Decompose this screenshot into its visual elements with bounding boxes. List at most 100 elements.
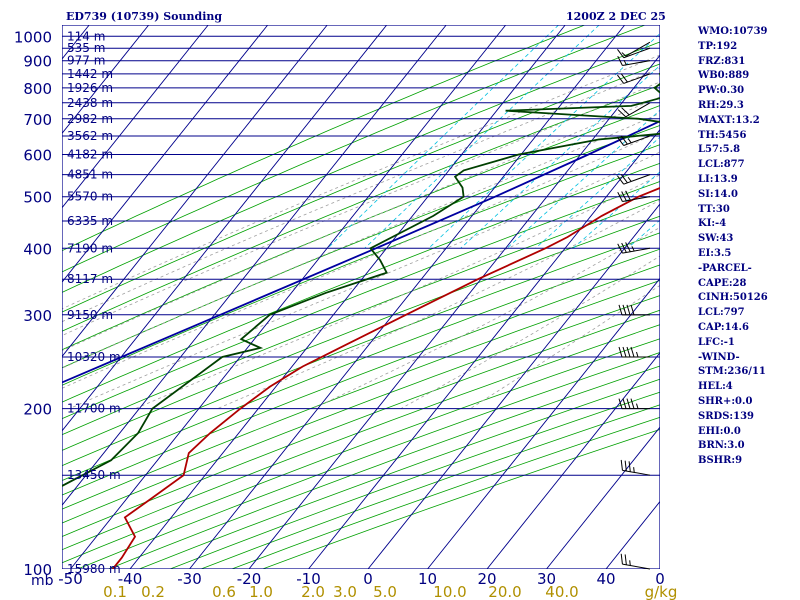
wind-barb-half <box>636 351 639 358</box>
wind-barb-half <box>623 59 627 66</box>
isotherm <box>546 426 660 569</box>
index-item: CAPE:28 <box>698 277 747 289</box>
wind-barb-flag <box>618 304 623 315</box>
wind-barb-flag <box>617 74 625 84</box>
wind-barb-flag <box>628 461 631 472</box>
mixing-ratio-label: 0.2 <box>141 583 165 600</box>
index-item: SHR+:0.0 <box>698 395 753 407</box>
pressure-tick-label: 400 <box>23 240 52 258</box>
mixing-ratio-label: 3.0 <box>333 583 357 600</box>
mixing-ratio-line <box>327 25 559 249</box>
wind-barb-flag <box>617 49 625 59</box>
wind-barb-flag <box>622 398 627 409</box>
dry-adiabat <box>62 248 660 481</box>
height-label: 2438 m <box>67 96 113 110</box>
index-item: TH:5456 <box>698 129 747 141</box>
wind-barb-flag <box>618 346 623 358</box>
mixing-ratio-label: 0.1 <box>103 583 127 600</box>
wind-barb-flag <box>624 460 627 472</box>
isotherm <box>367 203 660 569</box>
dry-adiabat <box>62 309 660 537</box>
index-item: EHI:0.0 <box>698 425 741 437</box>
isotherm <box>62 25 328 358</box>
height-label: 977 m <box>67 54 105 68</box>
wind-barb-staff <box>625 102 651 118</box>
pressure-tick-label: 300 <box>23 307 52 325</box>
index-item: HEL:4 <box>698 381 733 393</box>
wind-barb-staff <box>622 469 651 476</box>
wind-barb-flag <box>625 190 631 201</box>
dry-adiabat <box>62 264 660 496</box>
index-item: CAP:14.6 <box>698 321 749 333</box>
isotherm <box>62 25 447 506</box>
temperature-tick-label: -10 <box>296 570 321 588</box>
index-item: L57:5.8 <box>698 144 741 156</box>
index-item: RH:29.3 <box>698 99 744 111</box>
temperature-tick-label: -30 <box>177 570 202 588</box>
chart-title: ED739 (10739) Sounding <box>66 10 223 23</box>
stability-indices-panel: WMO:10739 TP:192 FRZ:831 WB0:889 PW:0.30 RH:2… <box>698 25 768 469</box>
wind-barb-flag <box>617 55 623 66</box>
wind-barb-staff <box>623 73 651 84</box>
wind-barb-flag <box>630 304 635 315</box>
dry-adiabat <box>62 232 660 467</box>
index-item: BSHR:9 <box>698 455 743 467</box>
wind-barb <box>621 41 651 57</box>
dry-adiabat <box>62 25 646 273</box>
temperature-tick-label: 40 <box>596 570 615 588</box>
wind-barb <box>618 346 650 358</box>
temperature-tick-label: 0 <box>363 570 373 588</box>
temperature-tick-label: -40 <box>118 570 143 588</box>
wind-barb-half <box>627 138 632 144</box>
index-item: WB0:889 <box>698 70 750 82</box>
pressure-tick-label: 200 <box>23 401 52 419</box>
profile-layer <box>62 72 660 569</box>
wind-barb-flag <box>622 346 627 358</box>
index-item: LI:13.9 <box>698 173 738 185</box>
wind-barb-half <box>621 52 627 57</box>
index-item: FRZ:831 <box>698 55 746 67</box>
wind-barb-staff <box>622 196 651 203</box>
wind-barb <box>617 174 651 185</box>
wind-barb <box>617 55 651 67</box>
grid-layer <box>62 25 660 569</box>
moist-adiabat <box>400 255 660 409</box>
dry-adiabat <box>62 63 660 313</box>
pressure-tick-label: 800 <box>23 80 52 98</box>
dewpoint-trace <box>62 72 660 487</box>
wind-barb <box>617 190 651 203</box>
moist-adiabat <box>62 112 660 369</box>
index-item: -WIND- <box>698 351 740 363</box>
wind-barb-flag <box>621 107 630 116</box>
index-item: WMO:10739 <box>698 26 768 37</box>
height-label: 4851 m <box>67 168 113 182</box>
wind-barb-staff <box>622 60 651 67</box>
pressure-tick-label: 700 <box>23 111 52 129</box>
wind-barb-flag <box>630 398 635 409</box>
height-label: 2982 m <box>67 112 113 126</box>
wind-barb-flag <box>617 136 625 146</box>
mixing-ratio-label: 1.0 <box>249 583 273 600</box>
wind-barb-flag <box>626 346 631 358</box>
dry-adiabat <box>62 338 660 564</box>
wind-barb-staff <box>623 174 651 185</box>
height-label: 1442 m <box>67 67 113 81</box>
temperature-tick-label: -50 <box>58 570 83 588</box>
dry-adiabat <box>62 280 660 510</box>
wind-barb-staff <box>623 135 651 146</box>
dry-adiabat <box>62 162 660 403</box>
temperature-tick-label: 20 <box>477 570 496 588</box>
wind-barb <box>617 102 651 118</box>
index-item: KI:-4 <box>698 218 727 230</box>
dry-adiabat <box>62 198 660 436</box>
mixing-ratio-label: 20.0 <box>488 583 521 600</box>
wind-barb-flag <box>625 242 631 252</box>
mixing-ratio-line <box>428 33 660 249</box>
index-item: LFC:-1 <box>698 336 735 348</box>
mixing-ratio-label: 2.0 <box>301 583 325 600</box>
index-item: EI:3.5 <box>698 247 732 259</box>
dry-adiabat <box>62 25 585 252</box>
